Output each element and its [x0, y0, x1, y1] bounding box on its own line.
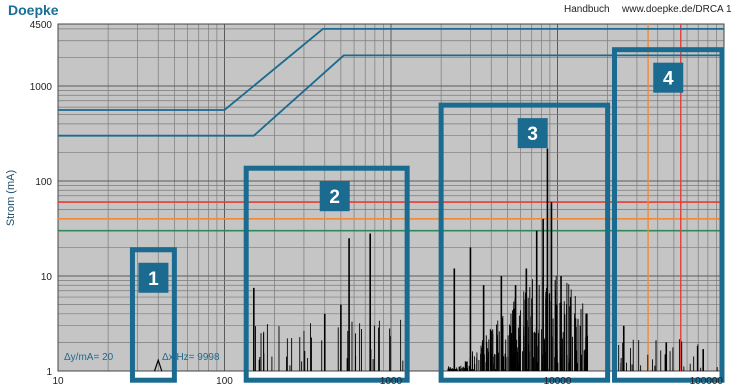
y-axis-label: Strom (mA)	[5, 170, 17, 226]
x-tick-label: 10000	[544, 376, 572, 387]
x-tick-label: 100000	[690, 376, 724, 387]
document-label: Handbuch	[564, 4, 610, 15]
spectrum-small-wave	[153, 358, 163, 372]
website-url: www.doepke.de/DRCA 1	[622, 4, 732, 15]
region-box	[438, 102, 611, 383]
region-badge	[653, 62, 684, 93]
region-label: 3	[527, 124, 538, 145]
x-tick-label: 100	[216, 376, 233, 387]
spectrum	[153, 148, 718, 372]
region-badge	[319, 181, 350, 212]
y-tick-label: 10	[41, 272, 53, 283]
region-box	[243, 165, 410, 383]
region-box	[612, 47, 725, 383]
region-badge	[138, 262, 169, 293]
region-boxes: 1 2 3 4	[129, 47, 725, 383]
y-tick-label: 4500	[30, 20, 53, 31]
info-delta-x: Δx/Hz= 9998	[162, 352, 220, 363]
y-tick-label: 1000	[30, 82, 53, 93]
y-tick-label: 1	[46, 367, 52, 378]
x-tick-label: 1000	[380, 376, 403, 387]
limit-curve	[58, 27, 724, 111]
x-tick-labels: 10 100 1000 10000 100000	[52, 376, 723, 387]
brand-logo: Doepke	[8, 2, 59, 18]
x-tick-label: 10	[52, 376, 64, 387]
limit-curve	[58, 54, 724, 137]
region-label: 1	[148, 269, 159, 290]
region-label: 2	[329, 187, 340, 208]
y-tick-labels: 1 10 100 1000 4500	[30, 20, 53, 378]
region-box	[129, 247, 177, 383]
region-label: 4	[663, 69, 674, 90]
region-badge	[517, 118, 548, 149]
limit-curves	[58, 27, 724, 137]
info-delta-y: Δy/mA= 20	[64, 352, 114, 363]
y-tick-label: 100	[35, 177, 52, 188]
